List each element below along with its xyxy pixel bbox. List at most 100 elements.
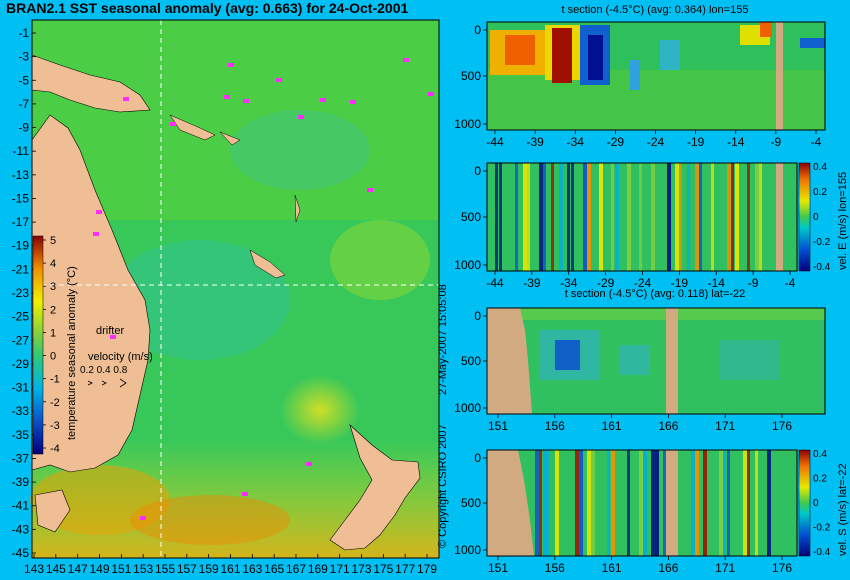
section-x-tick-label: 176 <box>772 419 792 433</box>
section-panel-4: 151 156 161 166 171 176 0 500 1000 0.4 0.2 0 -0.2 -… <box>454 449 849 575</box>
australia-land <box>31 114 151 473</box>
velocity-cbar-tick-label: 0.2 <box>813 187 827 198</box>
section-4-colorbar-ticks: 0.4 0.2 0 -0.2 -0.4 <box>813 449 831 558</box>
section-x-tick-label: -14 <box>727 135 745 149</box>
section-x-tick-label: 166 <box>658 561 678 575</box>
section-y-tick-label: 500 <box>461 496 481 510</box>
section-x-tick-label: -34 <box>567 135 585 149</box>
section-y-tick-label: 0 <box>474 309 481 323</box>
lat-tick-label: -27 <box>12 333 30 347</box>
section-4-colorbar <box>798 449 811 557</box>
velocity-label: velocity (m/s) <box>88 351 153 363</box>
lat-tick-label: -33 <box>12 404 30 418</box>
lon-tick-label: 179 <box>417 562 437 576</box>
section-panel-3: t section (-4.5°C) (avg: 0.118) lat=-22 … <box>454 288 826 433</box>
section-3-land <box>487 308 532 414</box>
sst-cbar-tick-label: 4 <box>50 258 56 270</box>
map-lon-ticks: 143 145 147 149 151 153 155 157 159 161 163 165 167 1… <box>24 554 437 576</box>
section-y-tick-label: 1000 <box>454 117 481 131</box>
section-x-tick-label: 166 <box>658 419 678 433</box>
section-x-tick-label: -4 <box>785 276 796 290</box>
velocity-cbar-tick-label: -0.2 <box>813 237 831 248</box>
lat-tick-label: -29 <box>12 357 30 371</box>
section-1-title: t section (-4.5°C) (avg: 0.364) lon=155 <box>562 4 749 16</box>
section-x-tick-label: -19 <box>671 276 689 290</box>
lat-tick-label: -7 <box>18 97 29 111</box>
velocity-cbar-tick-label: 0.4 <box>813 449 827 460</box>
lat-tick-label: -9 <box>18 121 29 135</box>
section-x-tick-label: -19 <box>687 135 705 149</box>
lon-tick-label: 153 <box>133 562 153 576</box>
section-x-tick-label: -24 <box>647 135 665 149</box>
sst-cbar-tick-label: -4 <box>50 443 60 455</box>
lat-tick-label: -41 <box>12 499 30 513</box>
section-x-tick-label: -9 <box>771 135 782 149</box>
section-x-tick-label: -44 <box>486 135 504 149</box>
section-x-tick-label: -24 <box>634 276 652 290</box>
section-2-stripes <box>495 163 762 271</box>
section-2-colorbar <box>798 162 811 272</box>
lat-tick-label: -19 <box>12 239 30 253</box>
section-x-tick-label: 156 <box>545 419 565 433</box>
section-x-tick-label: 171 <box>715 561 735 575</box>
section-panel-1: t section (-4.5°C) (avg: 0.364) lon=155 … <box>454 4 826 149</box>
drifter-label: drifter <box>96 325 124 337</box>
section-2-x-ticks: -44 -39 -34 -29 -24 -19 -14 -9 -4 <box>486 271 796 290</box>
section-2-y-ticks: 0 500 1000 <box>454 164 487 272</box>
section-y-tick-label: 1000 <box>454 401 481 415</box>
drifter-markers <box>93 58 434 520</box>
section-x-tick-label: -34 <box>560 276 578 290</box>
section-x-tick-label: 161 <box>602 561 622 575</box>
tasmania-land <box>34 489 71 533</box>
timestamp-text: 27-May-2007 15:05:08 <box>437 284 449 395</box>
section-2-colorbar-label: vel. E (m/s) lon=155 <box>837 172 849 270</box>
copyright-text: © Copyright CSIRO 2007 <box>437 424 449 548</box>
sst-colorbar-ticks: 5 4 3 2 1 0 -1 -2 -3 -4 <box>43 235 60 455</box>
section-y-tick-label: 500 <box>461 69 481 83</box>
lon-tick-label: 145 <box>46 562 66 576</box>
velocity-cbar-tick-label: -0.2 <box>813 523 831 534</box>
section-x-tick-label: -39 <box>523 276 541 290</box>
section-x-tick-label: -29 <box>607 135 625 149</box>
lon-tick-label: 165 <box>264 562 284 576</box>
section-x-tick-label: -14 <box>708 276 726 290</box>
section-y-tick-label: 500 <box>461 354 481 368</box>
new-zealand-land <box>329 424 421 551</box>
velocity-cbar-tick-label: 0 <box>813 498 819 509</box>
lon-tick-label: 155 <box>155 562 175 576</box>
main-title: BRAN2.1 SST seasonal anomaly (avg: 0.663… <box>6 0 408 16</box>
section-3-title: t section (-4.5°C) (avg: 0.118) lat=-22 <box>565 288 746 300</box>
map-lat-ticks: -1 -3 -5 -7 -9 -11 -13 -15 -17 -19 -21 -23 -25 -27 -29… <box>12 26 36 560</box>
section-x-tick-label: -9 <box>748 276 759 290</box>
sst-cbar-tick-label: 2 <box>50 304 56 316</box>
velocity-arrows <box>87 378 127 388</box>
lon-tick-label: 177 <box>395 562 415 576</box>
lat-tick-label: -11 <box>13 144 30 158</box>
png-land <box>31 54 151 113</box>
section-x-tick-label: 151 <box>488 561 508 575</box>
lat-tick-label: -15 <box>12 191 30 205</box>
section-1-x-ticks: -44 -39 -34 -29 -24 -19 -14 -9 -4 <box>486 130 822 149</box>
lon-tick-label: 161 <box>220 562 240 576</box>
section-4-y-ticks: 0 500 1000 <box>454 451 487 557</box>
section-x-tick-label: 176 <box>772 561 792 575</box>
section-2-colorbar-ticks: 0.4 0.2 0 -0.2 -0.4 <box>813 162 831 273</box>
lat-tick-label: -5 <box>18 73 29 87</box>
section-y-tick-label: 0 <box>474 23 481 37</box>
lon-tick-label: 163 <box>242 562 262 576</box>
lon-tick-label: 175 <box>373 562 393 576</box>
lon-tick-label: 149 <box>89 562 109 576</box>
velocity-cbar-tick-label: -0.4 <box>813 547 831 558</box>
lat-tick-label: -17 <box>12 215 30 229</box>
lon-tick-label: 157 <box>177 562 197 576</box>
section-x-tick-label: 151 <box>488 419 508 433</box>
velocity-cbar-tick-label: 0 <box>813 212 819 223</box>
lon-tick-label: 151 <box>111 562 131 576</box>
sst-cbar-tick-label: -3 <box>50 420 60 432</box>
lat-tick-label: -37 <box>12 451 30 465</box>
velocity-cbar-tick-label: 0.2 <box>813 474 827 485</box>
section-y-tick-label: 0 <box>474 451 481 465</box>
section-y-tick-label: 1000 <box>454 258 481 272</box>
lon-tick-label: 171 <box>330 562 350 576</box>
